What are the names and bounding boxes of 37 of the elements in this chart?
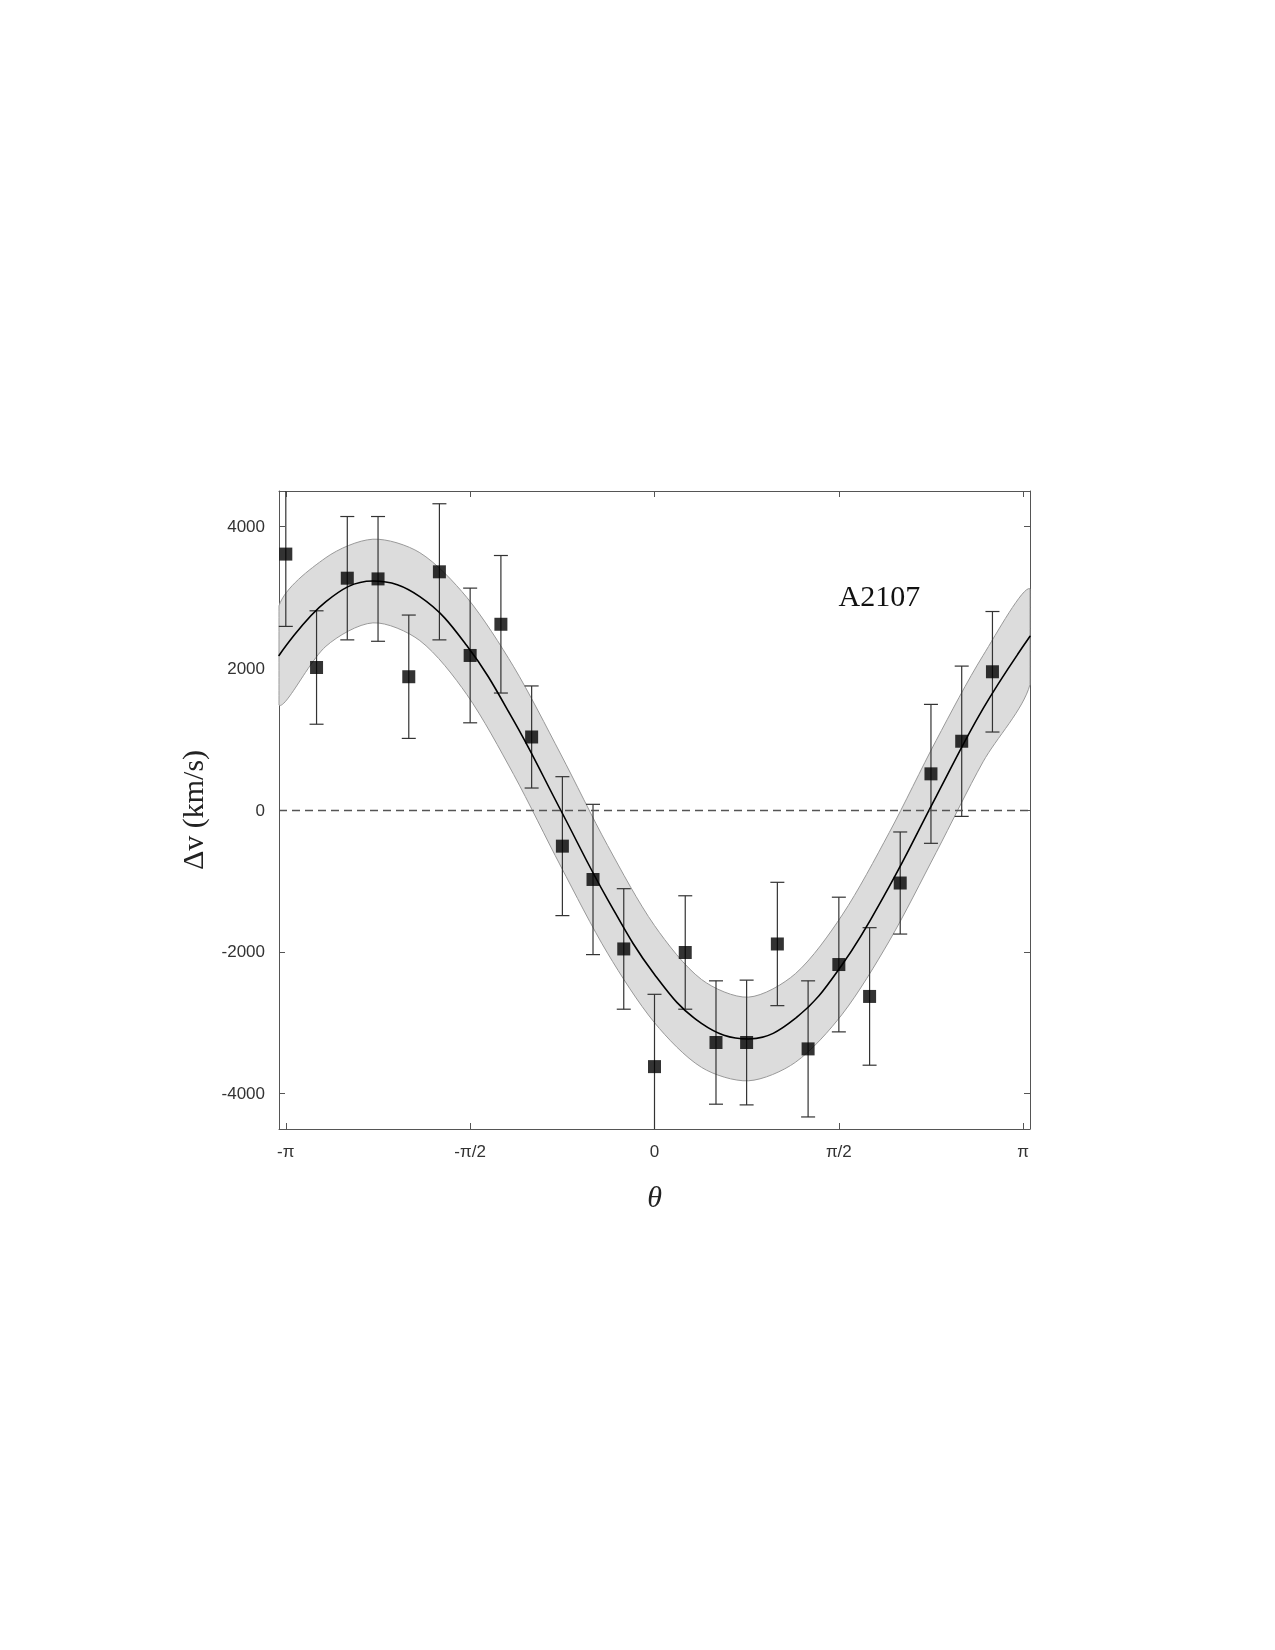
point bbox=[770, 937, 784, 951]
point bbox=[924, 767, 938, 781]
point bbox=[494, 617, 508, 631]
point bbox=[525, 730, 539, 744]
y-tick-label: 4000 bbox=[227, 516, 265, 536]
point bbox=[617, 942, 631, 956]
x-tick-label: -π/2 bbox=[454, 1142, 486, 1161]
point bbox=[832, 958, 846, 972]
point bbox=[955, 734, 969, 748]
point bbox=[678, 945, 692, 959]
y-tick-label: 0 bbox=[255, 800, 265, 820]
point bbox=[985, 665, 999, 679]
point bbox=[432, 565, 446, 579]
point bbox=[586, 872, 600, 886]
y-tick-label: -2000 bbox=[221, 942, 265, 962]
point bbox=[863, 989, 877, 1003]
point bbox=[740, 1036, 754, 1050]
y-axis-title: Δv (km/s) bbox=[175, 749, 210, 871]
point bbox=[371, 572, 385, 586]
point bbox=[340, 571, 354, 585]
x-axis-title: θ bbox=[647, 1179, 663, 1213]
x-tick-label: π bbox=[1017, 1142, 1030, 1161]
annotation: A2107 bbox=[838, 578, 921, 612]
point bbox=[279, 547, 293, 561]
y-tick-label: -4000 bbox=[221, 1084, 265, 1104]
point bbox=[463, 648, 477, 662]
x-tick-label: -π bbox=[277, 1142, 295, 1161]
point bbox=[801, 1042, 815, 1056]
x-tick-label: π/2 bbox=[825, 1142, 852, 1161]
point bbox=[310, 661, 324, 675]
point bbox=[893, 876, 907, 890]
point bbox=[648, 1060, 661, 1074]
point bbox=[709, 1036, 723, 1050]
point bbox=[402, 670, 416, 684]
y-tick-label: 2000 bbox=[227, 658, 265, 678]
x-tick-label: 0 bbox=[649, 1142, 660, 1161]
point bbox=[555, 839, 569, 853]
